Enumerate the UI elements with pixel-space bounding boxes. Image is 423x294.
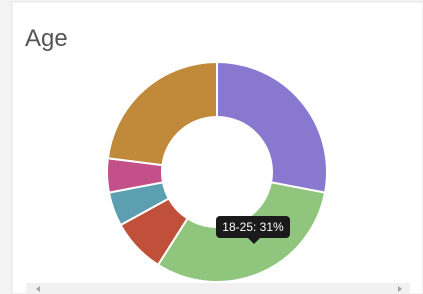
slice[interactable]: [216, 60, 328, 194]
slice[interactable]: [106, 60, 218, 167]
scroll-right[interactable]: [398, 286, 402, 292]
tooltip: 18-25: 31%: [216, 216, 290, 244]
scroll-track[interactable]: [26, 283, 410, 294]
tooltip-text: 18-25: 31%: [222, 220, 284, 234]
scrollbar[interactable]: [26, 283, 410, 294]
scroll-left[interactable]: [36, 286, 40, 292]
donut: [106, 60, 328, 283]
tooltip-pointer: [248, 238, 260, 244]
tooltip-box: [216, 216, 290, 238]
chart-title: Age: [25, 25, 68, 52]
